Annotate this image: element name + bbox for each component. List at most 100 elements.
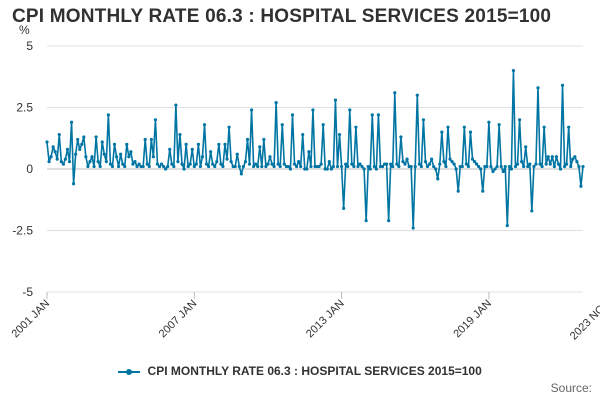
data-point[interactable] [395, 162, 399, 166]
data-point[interactable] [509, 167, 513, 171]
data-point[interactable] [311, 108, 315, 112]
data-point[interactable] [560, 83, 565, 87]
data-point[interactable] [321, 123, 325, 127]
data-point[interactable] [380, 164, 385, 169]
data-point[interactable] [430, 157, 434, 161]
data-point[interactable] [485, 164, 489, 169]
data-point[interactable] [389, 162, 393, 166]
data-point[interactable] [579, 184, 583, 188]
data-point[interactable] [186, 164, 190, 169]
data-point[interactable] [180, 162, 184, 166]
data-point[interactable] [411, 226, 415, 230]
data-point[interactable] [403, 162, 407, 166]
data-point[interactable] [425, 164, 430, 169]
data-point[interactable] [178, 132, 182, 137]
data-point[interactable] [276, 162, 280, 166]
data-point[interactable] [215, 160, 219, 164]
data-point[interactable] [121, 162, 125, 166]
data-point[interactable] [444, 164, 448, 169]
data-point[interactable] [366, 164, 370, 169]
data-point[interactable] [385, 162, 389, 166]
data-point[interactable] [268, 155, 272, 159]
data-point[interactable] [581, 164, 585, 169]
data-point[interactable] [129, 150, 133, 154]
data-point[interactable] [63, 157, 68, 161]
data-point[interactable] [517, 118, 522, 122]
data-point[interactable] [245, 137, 250, 142]
data-point[interactable] [207, 164, 211, 169]
data-point[interactable] [552, 164, 556, 169]
data-point[interactable] [329, 167, 333, 171]
data-point[interactable] [415, 93, 419, 97]
data-point[interactable] [538, 162, 542, 166]
data-point[interactable] [151, 155, 155, 159]
data-point[interactable] [393, 91, 397, 95]
data-point[interactable] [562, 164, 567, 169]
data-point[interactable] [131, 162, 135, 166]
data-point[interactable] [112, 142, 117, 146]
data-point[interactable] [143, 137, 147, 142]
data-point[interactable] [59, 160, 63, 164]
data-point[interactable] [182, 167, 186, 171]
data-point[interactable] [401, 160, 405, 164]
data-point[interactable] [217, 142, 221, 146]
data-point[interactable] [468, 130, 473, 134]
data-point[interactable] [88, 160, 92, 164]
data-point[interactable] [200, 155, 205, 159]
data-point[interactable] [337, 132, 342, 137]
data-point[interactable] [174, 103, 178, 107]
data-point[interactable] [229, 160, 233, 164]
data-point[interactable] [456, 189, 460, 193]
data-point[interactable] [442, 160, 446, 164]
data-point[interactable] [374, 167, 378, 171]
data-point[interactable] [567, 125, 571, 129]
data-point[interactable] [219, 162, 223, 166]
data-point[interactable] [76, 137, 80, 142]
data-point[interactable] [546, 155, 550, 159]
data-point[interactable] [166, 164, 170, 169]
data-point[interactable] [475, 162, 479, 166]
data-point[interactable] [172, 164, 176, 169]
data-point[interactable] [258, 145, 262, 149]
data-point[interactable] [368, 167, 372, 171]
data-point[interactable] [479, 167, 483, 171]
data-point[interactable] [340, 164, 344, 169]
legend[interactable]: CPI MONTHLY RATE 06.3 : HOSPITAL SERVICE… [0, 364, 600, 378]
data-point[interactable] [358, 162, 362, 166]
data-point[interactable] [364, 219, 368, 223]
data-point[interactable] [376, 113, 381, 117]
data-point[interactable] [301, 132, 305, 137]
data-point[interactable] [503, 164, 507, 169]
data-point[interactable] [243, 160, 248, 164]
data-point[interactable] [149, 137, 153, 142]
data-point[interactable] [505, 223, 509, 228]
data-point[interactable] [211, 162, 215, 166]
data-point[interactable] [454, 167, 458, 171]
data-point[interactable] [266, 162, 270, 166]
data-point[interactable] [427, 162, 432, 166]
data-point[interactable] [272, 164, 276, 169]
data-point[interactable] [84, 155, 88, 159]
data-point[interactable] [491, 169, 495, 174]
data-point[interactable] [438, 162, 442, 166]
data-point[interactable] [221, 164, 225, 169]
data-point[interactable] [450, 160, 454, 164]
data-point[interactable] [522, 164, 526, 169]
data-point[interactable] [157, 164, 162, 169]
data-point[interactable] [571, 157, 575, 161]
data-point[interactable] [227, 125, 231, 129]
data-point[interactable] [352, 164, 356, 169]
data-point[interactable] [78, 147, 82, 151]
data-point[interactable] [57, 132, 61, 137]
data-point[interactable] [493, 167, 497, 171]
data-point[interactable] [577, 164, 581, 169]
data-point[interactable] [188, 162, 192, 166]
data-point[interactable] [419, 164, 423, 169]
data-point[interactable] [96, 160, 100, 164]
data-point[interactable] [292, 162, 297, 166]
data-point[interactable] [344, 162, 348, 166]
data-point[interactable] [481, 189, 485, 193]
data-point[interactable] [198, 164, 203, 169]
data-point[interactable] [98, 164, 102, 169]
data-point[interactable] [192, 164, 196, 169]
